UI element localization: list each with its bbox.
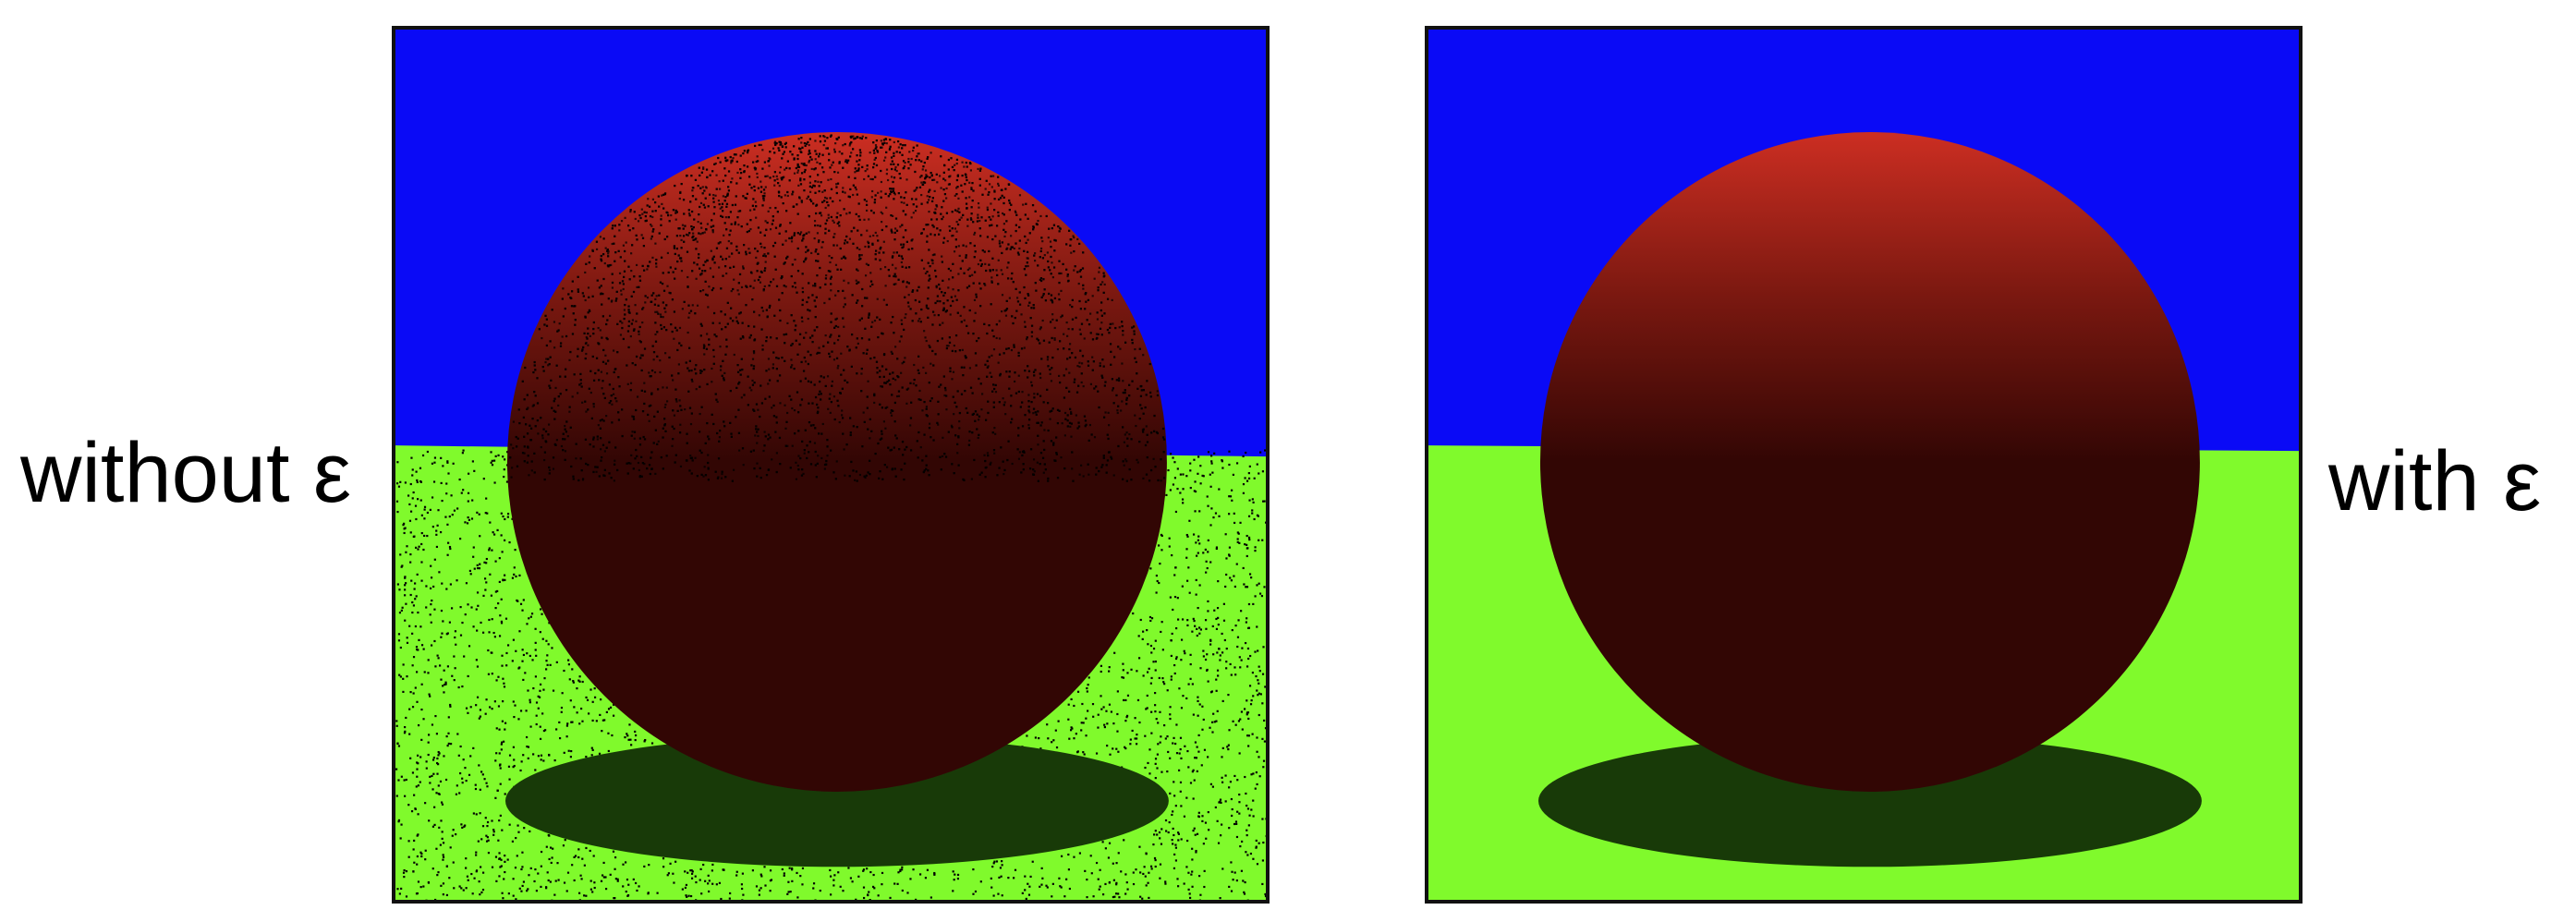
with-epsilon-label: with ε [2328, 434, 2542, 528]
sphere-shadow [504, 734, 1169, 867]
render-with-epsilon-scene [1428, 30, 2299, 900]
render-without-epsilon-scene [395, 30, 1266, 900]
sphere-noise [509, 134, 1166, 482]
ground-noise [395, 449, 1266, 900]
render-without-epsilon [392, 26, 1270, 904]
render-with-epsilon [1425, 26, 2303, 904]
without-epsilon-label: without ε [20, 426, 352, 520]
red-sphere [1539, 132, 2200, 792]
sphere-shadow [1537, 734, 2202, 867]
